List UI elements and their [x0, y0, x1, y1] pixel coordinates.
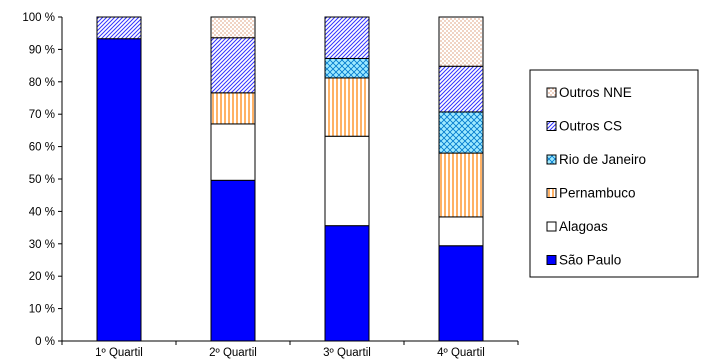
- bar-segment-rio-de-janeiro: [324, 57, 370, 79]
- legend-swatch: [546, 255, 557, 265]
- bar-segment-s-o-paulo: [324, 225, 370, 342]
- legend-label: Alagoas: [559, 219, 608, 234]
- y-tick-label: 30 %: [29, 239, 55, 251]
- legend-swatch: [546, 154, 557, 165]
- y-tick-label: 50 %: [29, 174, 55, 186]
- y-axis: 0 % 10 % 20 % 30 % 40 % 50 % 60 % 70 % 80 % 90 % 1…: [22, 12, 63, 348]
- legend-item: Pernambuco: [546, 186, 636, 201]
- y-tick-label: 20 %: [29, 271, 55, 283]
- bar-segment-alagoas: [324, 135, 370, 227]
- legend: Outros NNE Outros CS Rio de Janeiro Pernamb…: [529, 69, 699, 278]
- x-tick-label: 2º Quartil: [209, 347, 257, 359]
- bar-segment-outros-cs: [96, 16, 142, 40]
- bar-segment-outros-cs: [324, 16, 370, 59]
- legend-swatch: [546, 188, 557, 198]
- legend-swatch: [546, 121, 557, 131]
- y-tick-label: 40 %: [29, 206, 55, 218]
- legend-label: Outros CS: [559, 119, 622, 134]
- bar-segment-outros-nne: [210, 16, 256, 39]
- bar-segment-outros-cs: [210, 37, 256, 94]
- legend-swatch: [546, 87, 557, 98]
- y-tick-label: 100 %: [22, 12, 55, 24]
- y-tick-label: 60 %: [29, 142, 55, 154]
- bar-segment-outros-nne: [438, 16, 484, 67]
- x-axis: 1º Quartil 2º Quartil 3º Quartil 4º Quartil: [61, 340, 519, 359]
- bar-segment-s-o-paulo: [96, 38, 142, 342]
- bar-segment-alagoas: [438, 216, 484, 247]
- legend-item: Alagoas: [546, 219, 608, 234]
- bar-segment-pernambuco: [324, 77, 370, 137]
- bar-segment-outros-cs: [438, 65, 484, 113]
- y-tick-label: 80 %: [29, 77, 55, 89]
- legend-label: Outros NNE: [559, 85, 632, 100]
- bar-segment-pernambuco: [210, 92, 256, 125]
- y-tick-label: 90 %: [29, 44, 55, 56]
- bars-group: [96, 16, 484, 342]
- x-tick-label: 1º Quartil: [95, 347, 143, 359]
- legend-item: São Paulo: [546, 253, 621, 268]
- bar-segment-s-o-paulo: [210, 179, 256, 342]
- bar-segment-rio-de-janeiro: [438, 111, 484, 154]
- bar-segment-s-o-paulo: [438, 245, 484, 342]
- bar-segment-alagoas: [210, 123, 256, 181]
- legend-box: [529, 69, 699, 278]
- legend-label: Rio de Janeiro: [559, 152, 646, 167]
- y-tick-label: 0 %: [35, 336, 55, 348]
- x-tick-label: 4º Quartil: [437, 347, 485, 359]
- legend-item: Outros CS: [546, 119, 622, 134]
- legend-label: Pernambuco: [559, 186, 636, 201]
- legend-swatch: [546, 221, 557, 232]
- bar-segment-pernambuco: [438, 152, 484, 218]
- legend-item: Rio de Janeiro: [546, 152, 646, 167]
- legend-item: Outros NNE: [546, 85, 632, 100]
- x-tick-label: 3º Quartil: [323, 347, 371, 359]
- y-tick-label: 10 %: [29, 304, 55, 316]
- y-tick-label: 70 %: [29, 109, 55, 121]
- legend-label: São Paulo: [559, 253, 621, 268]
